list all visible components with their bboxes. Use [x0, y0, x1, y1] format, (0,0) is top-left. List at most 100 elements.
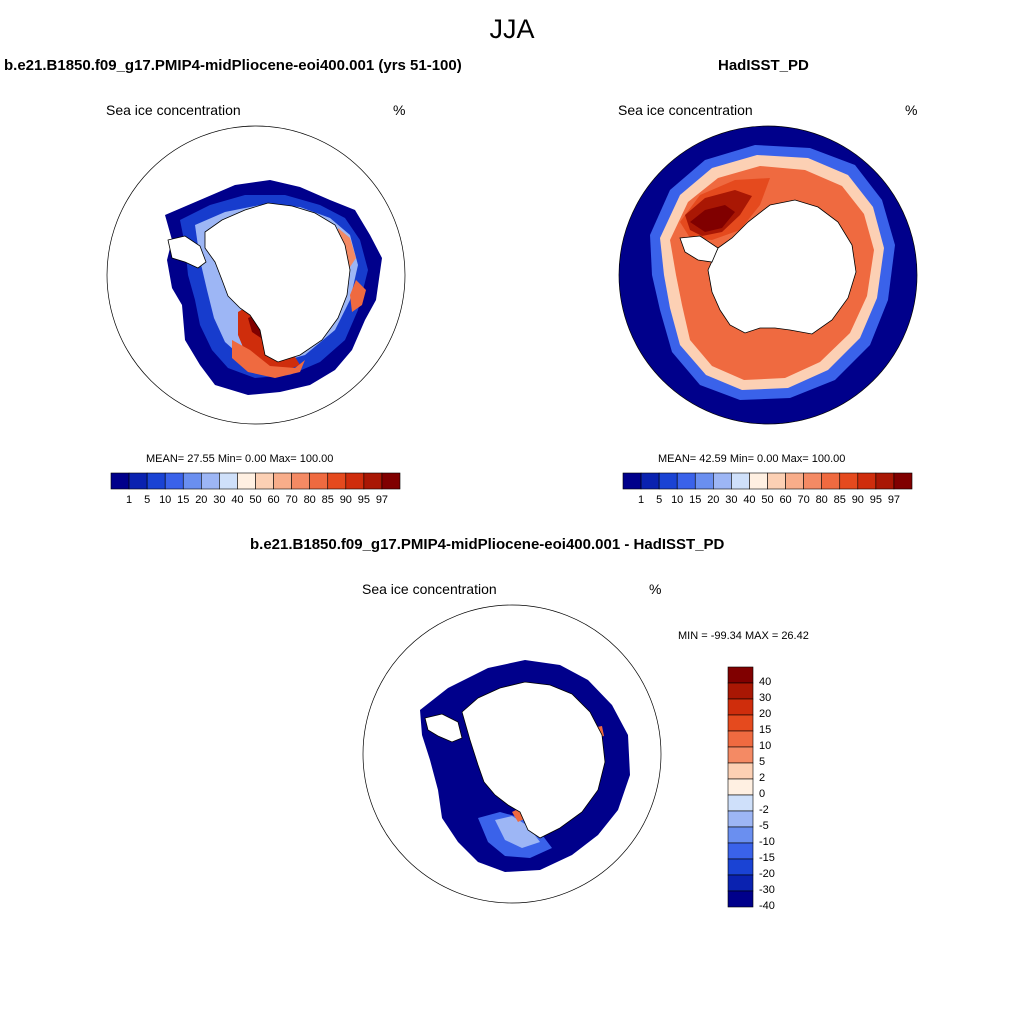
- obs-colorbar-box: [893, 472, 913, 490]
- model-colorbar-box: [164, 472, 184, 490]
- diff-colorbar-box: [727, 730, 754, 748]
- obs-colorbar-box: [622, 472, 642, 490]
- obs-colorbar-box: [839, 472, 859, 490]
- model-colorbar-tick-label: 95: [357, 494, 370, 506]
- obs-colorbar-tick-label: 10: [671, 494, 684, 506]
- model-colorbar-box: [110, 472, 130, 490]
- diff-colorbar-tick-label: 30: [759, 692, 772, 704]
- diff-colorbar-tick-label: -5: [759, 820, 769, 832]
- model-colorbar-tick-label: 70: [285, 494, 298, 506]
- model-colorbar-tick-label: 30: [213, 494, 226, 506]
- diff-colorbar-box: [727, 826, 754, 844]
- obs-colorbar-box: [694, 472, 714, 490]
- diff-colorbar-box: [727, 794, 754, 812]
- obs-colorbar-tick-label: 70: [797, 494, 810, 506]
- diff-colorbar-box: [727, 682, 754, 700]
- diff-colorbar-tick-label: 2: [759, 772, 766, 784]
- model-colorbar-tick-label: 90: [339, 494, 352, 506]
- obs-colorbar-tick-label: 15: [689, 494, 702, 506]
- obs-panel-title: HadISST_PD: [718, 57, 809, 74]
- diff-colorbar-tick-label: -20: [759, 868, 775, 880]
- obs-colorbar-tick-label: 5: [656, 494, 663, 506]
- model-panel-title: b.e21.B1850.f09_g17.PMIP4-midPliocene-eo…: [4, 57, 462, 74]
- diff-antarctica: [461, 681, 606, 839]
- model-colorbar-tick-label: 80: [303, 494, 316, 506]
- model-colorbar-tick-label: 1: [126, 494, 133, 506]
- model-variable-label: Sea ice concentration: [106, 102, 241, 118]
- diff-colorbar-box: [727, 698, 754, 716]
- diff-colorbar-box: [727, 810, 754, 828]
- model-colorbar-box: [381, 472, 401, 490]
- diff-colorbar-tick-label: -30: [759, 884, 775, 896]
- obs-colorbar-box: [731, 472, 750, 490]
- diff-colorbar-box: [727, 746, 754, 764]
- obs-stats: MEAN= 42.59 Min= 0.00 Max= 100.00: [658, 453, 846, 465]
- obs-antarctica: [707, 199, 857, 335]
- model-colorbar-box: [182, 472, 202, 490]
- diff-colorbar-tick-label: 40: [759, 676, 772, 688]
- obs-units-label: %: [905, 102, 918, 118]
- diff-map: [362, 604, 662, 904]
- diff-colorbar-tick-label: -10: [759, 836, 775, 848]
- model-colorbar-box: [146, 472, 166, 490]
- obs-colorbar-box: [803, 472, 822, 490]
- obs-colorbar-box: [640, 472, 660, 490]
- diff-colorbar-tick-label: 10: [759, 740, 772, 752]
- model-colorbar-box: [327, 472, 347, 490]
- model-colorbar: [110, 472, 401, 490]
- obs-colorbar-tick-label: 85: [833, 494, 846, 506]
- model-colorbar-tick-label: 10: [159, 494, 172, 506]
- obs-map: [618, 125, 918, 425]
- model-colorbar-box: [255, 472, 274, 490]
- model-units-label: %: [393, 102, 406, 118]
- model-colorbar-box: [128, 472, 148, 490]
- diff-colorbar-tick-label: 20: [759, 708, 772, 720]
- obs-variable-label: Sea ice concentration: [618, 102, 753, 118]
- obs-map-boundary: [618, 125, 918, 425]
- obs-colorbar-box: [785, 472, 804, 490]
- diff-colorbar-tick-label: 0: [759, 788, 766, 800]
- model-colorbar-tick-label: 5: [144, 494, 151, 506]
- diff-colorbar-box: [727, 714, 754, 732]
- diff-colorbar-tick-label: -2: [759, 804, 769, 816]
- obs-colorbar-box: [767, 472, 786, 490]
- obs-colorbar: [622, 472, 913, 490]
- obs-colorbar-box: [676, 472, 696, 490]
- model-colorbar-box: [291, 472, 310, 490]
- diff-colorbar-tick-label: -40: [759, 900, 775, 912]
- obs-colorbar-tick-label: 20: [707, 494, 720, 506]
- obs-colorbar-tick-label: 97: [887, 494, 901, 506]
- obs-colorbar-tick-label: 50: [761, 494, 774, 506]
- diff-map-boundary: [362, 604, 662, 904]
- obs-colorbar-box: [821, 472, 841, 490]
- model-colorbar-box: [219, 472, 238, 490]
- diff-stats: MIN = -99.34 MAX = 26.42: [678, 630, 809, 642]
- model-colorbar-tick-label: 40: [231, 494, 244, 506]
- obs-colorbar-box: [857, 472, 877, 490]
- diff-variable-label: Sea ice concentration: [362, 581, 497, 597]
- obs-colorbar-tick-label: 80: [815, 494, 828, 506]
- model-map-boundary: [106, 125, 406, 425]
- model-antarctica: [204, 202, 351, 363]
- model-colorbar-box: [363, 472, 383, 490]
- diff-colorbar-box: [727, 778, 754, 796]
- obs-colorbar-tick-label: 60: [779, 494, 792, 506]
- obs-colorbar-box: [713, 472, 732, 490]
- figure-title: JJA: [489, 14, 535, 44]
- model-colorbar-tick-label: 15: [177, 494, 190, 506]
- model-colorbar-box: [309, 472, 329, 490]
- model-stats: MEAN= 27.55 Min= 0.00 Max= 100.00: [146, 453, 334, 465]
- diff-units-label: %: [649, 581, 662, 597]
- model-colorbar-tick-label: 60: [267, 494, 280, 506]
- model-colorbar-box: [237, 472, 256, 490]
- diff-colorbar-box: [727, 890, 754, 908]
- model-colorbar-box: [273, 472, 292, 490]
- model-colorbar-tick-label: 20: [195, 494, 208, 506]
- obs-colorbar-tick-label: 1: [638, 494, 645, 506]
- diff-colorbar-box: [727, 874, 754, 892]
- obs-colorbar-box: [875, 472, 895, 490]
- obs-colorbar-box: [749, 472, 768, 490]
- diff-colorbar-box: [727, 762, 754, 780]
- obs-colorbar-tick-label: 30: [725, 494, 738, 506]
